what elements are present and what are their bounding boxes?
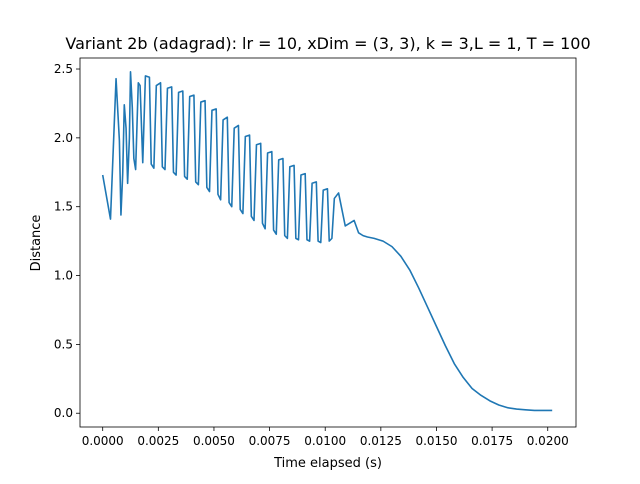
x-tick-label: 0.0000 <box>82 434 124 448</box>
series-line <box>101 70 553 412</box>
y-tick-label: 1.0 <box>54 269 73 283</box>
x-tick-label: 0.0050 <box>193 434 235 448</box>
x-tick-label: 0.0200 <box>527 434 569 448</box>
x-tick-label: 0.0075 <box>249 434 291 448</box>
y-tick-label: 0.5 <box>54 337 73 351</box>
y-tick-label: 2.5 <box>54 62 73 76</box>
chart-title: Variant 2b (adagrad): lr = 10, xDim = (3… <box>65 34 590 53</box>
x-tick-label: 0.0100 <box>304 434 346 448</box>
y-tick-label: 2.0 <box>54 131 73 145</box>
x-tick-label: 0.0025 <box>137 434 179 448</box>
data-layer <box>101 70 553 412</box>
x-tick-label: 0.0125 <box>360 434 402 448</box>
y-axis-label: Distance <box>29 215 44 272</box>
plot-area <box>80 58 576 427</box>
x-tick-label: 0.0175 <box>471 434 513 448</box>
y-tick-label: 0.0 <box>54 406 73 420</box>
x-tick-label: 0.0150 <box>415 434 457 448</box>
axes-frame <box>79 57 577 428</box>
y-tick-label: 1.5 <box>54 200 73 214</box>
x-axis-ticks: 0.0000 0.0025 0.0050 0.0075 0.0100 0.0125 0.01… <box>82 427 569 448</box>
y-axis-ticks: 0.0 0.5 1.0 1.5 2.0 2.5 <box>54 62 80 420</box>
x-axis-label: Time elapsed (s) <box>273 456 382 471</box>
